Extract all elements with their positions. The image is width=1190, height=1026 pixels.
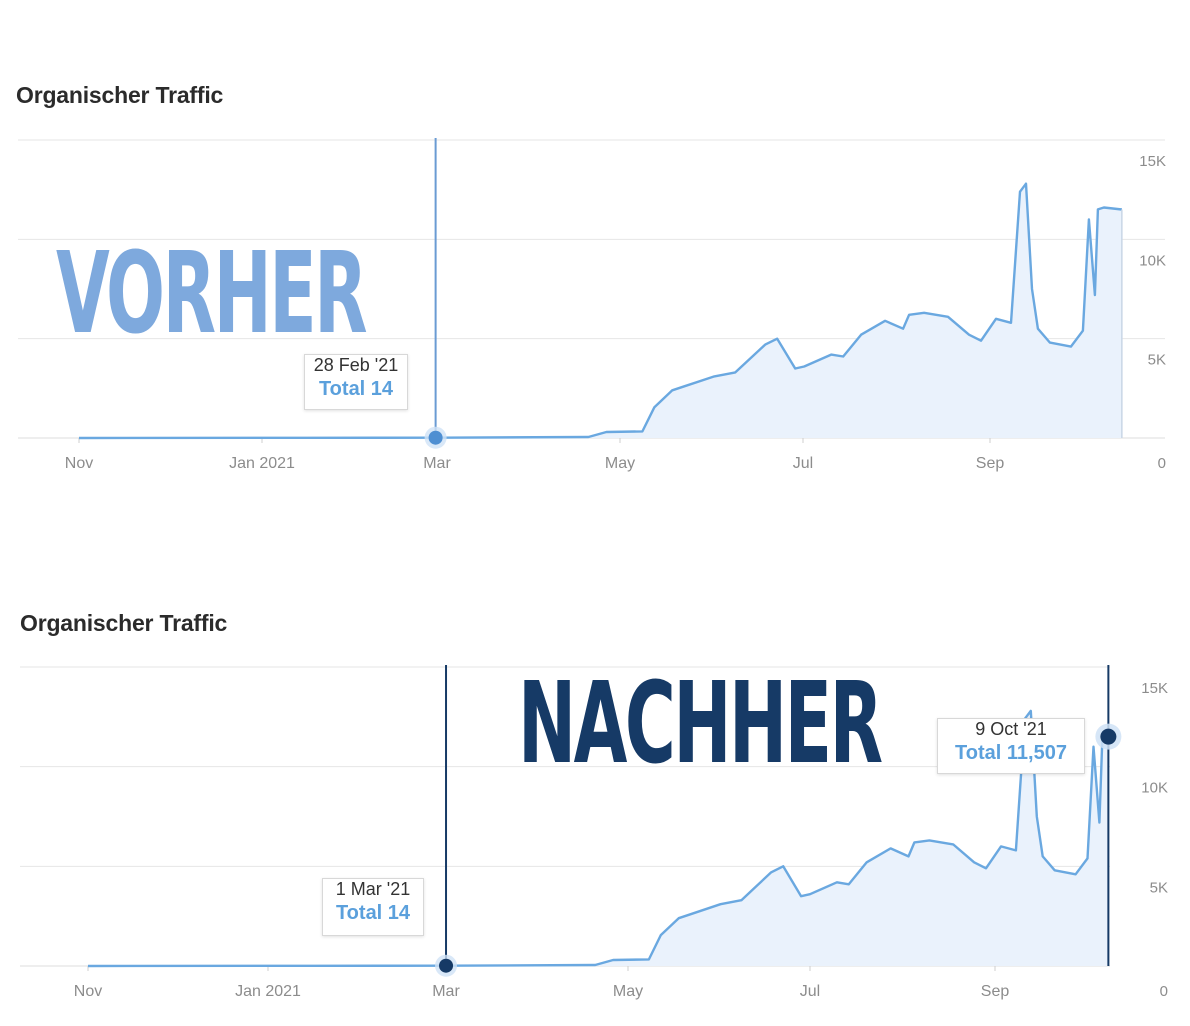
tooltip-nachher-end: 9 Oct '21 Total 11,507: [937, 718, 1085, 774]
x-axis-labels: Nov Jan 2021 Mar May Jul Sep: [65, 438, 1005, 472]
x-tick-label: May: [613, 983, 643, 1000]
y-axis-labels: 0 5K 10K 15K: [1141, 680, 1168, 1000]
chart-title: Organischer Traffic: [16, 82, 224, 108]
x-tick-label: Jan 2021: [229, 455, 295, 472]
tooltip-date: 1 Mar '21: [335, 879, 411, 899]
y-tick-label: 10K: [1139, 252, 1166, 269]
x-tick-label: Sep: [981, 983, 1010, 1000]
nachher-label: NACHHER: [518, 659, 883, 789]
y-tick-label: 15K: [1139, 153, 1166, 170]
x-tick-label: Jan 2021: [235, 983, 301, 1000]
y-tick-label: 0: [1158, 455, 1166, 472]
series-area: [79, 183, 1122, 438]
tooltip-vorher-cursor: 28 Feb '21 Total 14: [304, 354, 408, 410]
y-tick-label: 10K: [1141, 780, 1168, 797]
series-line: [87, 709, 1109, 968]
x-tick-label: Nov: [65, 455, 93, 472]
x-tick-label: Mar: [423, 455, 451, 472]
tooltip-nachher-start: 1 Mar '21 Total 14: [322, 878, 424, 936]
vorher-label: VORHER: [56, 229, 368, 359]
tooltip-total: Total 11,507: [955, 742, 1067, 764]
cursor-dot: [428, 430, 443, 445]
cursor-end-dot: [1100, 728, 1117, 745]
traffic-chart-vorher: 0 5K 10K 15K Nov Jan 2021 Mar May Jul Sep: [18, 138, 1166, 472]
x-tick-label: Sep: [976, 455, 1005, 472]
chart-title: Organischer Traffic: [20, 610, 228, 636]
x-axis-labels: Nov Jan 2021 Mar May Jul Sep: [74, 966, 1010, 1000]
traffic-chart-nachher: 0 5K 10K 15K Nov Jan 2021 Mar May Jul Sep: [20, 665, 1168, 1000]
tooltip-date: 28 Feb '21: [313, 355, 399, 375]
y-tick-label: 5K: [1150, 879, 1168, 896]
x-tick-label: May: [605, 455, 635, 472]
tooltip-total: Total 14: [335, 902, 411, 924]
y-axis-labels: 0 5K 10K 15K: [1139, 153, 1166, 472]
y-tick-label: 5K: [1148, 352, 1166, 369]
series-area: [88, 710, 1109, 966]
y-tick-label: 15K: [1141, 680, 1168, 697]
y-tick-label: 0: [1160, 983, 1168, 1000]
tooltip-total: Total 14: [318, 378, 394, 400]
x-tick-label: Jul: [793, 455, 813, 472]
tooltip-date: 9 Oct '21: [975, 719, 1047, 739]
x-tick-label: Jul: [800, 983, 820, 1000]
cursor-dot: [439, 958, 454, 973]
series-line: [78, 182, 1123, 440]
chart-panel-nachher: Organischer Traffic 0 5K 10K 15K Nov Jan 2021…: [0, 540, 1190, 1026]
x-tick-label: Nov: [74, 983, 102, 1000]
chart-panel-vorher: Organischer Traffic 0 5K 10K 15K Nov Jan 2021…: [0, 0, 1190, 500]
x-tick-label: Mar: [432, 983, 460, 1000]
